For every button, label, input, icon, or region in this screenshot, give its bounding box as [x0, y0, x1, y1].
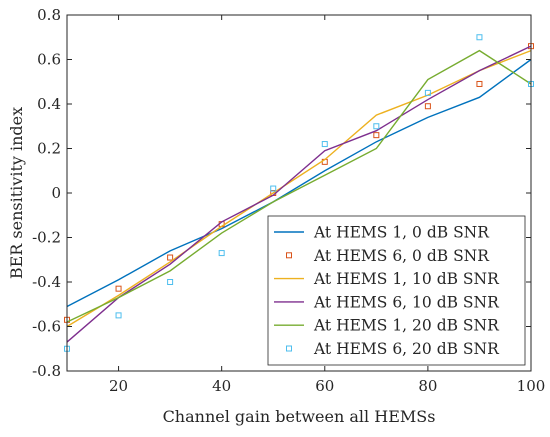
y-tick-label: 0.2 [37, 140, 61, 158]
y-tick-label: -0.2 [32, 229, 61, 247]
legend-item: At HEMS 6, 10 dB SNR [274, 293, 500, 311]
legend-label: At HEMS 6, 0 dB SNR [313, 247, 490, 265]
x-tick-label: 80 [418, 377, 437, 395]
series-4 [66, 45, 532, 343]
data-point [270, 185, 277, 192]
series-1 [66, 58, 532, 308]
series-3 [66, 49, 532, 328]
data-point [373, 132, 380, 139]
y-tick-label: 0.8 [37, 6, 61, 24]
y-tick-label: 0.6 [37, 51, 61, 69]
legend-item: At HEMS 6, 20 dB SNR [286, 340, 500, 358]
series-line [66, 49, 532, 323]
data-point [476, 80, 483, 87]
legend-label: At HEMS 1, 0 dB SNR [313, 224, 490, 242]
x-tick-label: 40 [212, 377, 231, 395]
legend-label: At HEMS 1, 20 dB SNR [313, 317, 500, 335]
legend-label: At HEMS 6, 10 dB SNR [313, 293, 500, 311]
y-tick-label: -0.8 [32, 362, 61, 380]
x-tick-label: 20 [109, 377, 128, 395]
data-point [115, 285, 122, 292]
x-tick-label: 100 [517, 377, 546, 395]
legend-box [267, 215, 526, 366]
series-line [66, 58, 532, 308]
data-point [167, 254, 174, 261]
legend-item: At HEMS 6, 0 dB SNR [286, 247, 490, 265]
data-point [167, 279, 174, 285]
y-tick-label: -0.4 [32, 273, 61, 291]
y-tick-label: 0.4 [37, 95, 61, 113]
series-5 [66, 49, 532, 323]
data-point [218, 250, 225, 257]
data-point [321, 141, 328, 148]
legend-item: At HEMS 1, 0 dB SNR [274, 224, 490, 242]
legend-marker-swatch [286, 252, 292, 259]
legend-marker-swatch [286, 345, 292, 352]
x-axis-label: Channel gain between all HEMSs [163, 407, 436, 426]
data-point [424, 103, 431, 110]
data-point [424, 89, 431, 96]
legend-label: At HEMS 1, 10 dB SNR [313, 270, 500, 288]
legend: At HEMS 1, 0 dB SNR At HEMS 6, 0 dB SNR At… [267, 215, 526, 366]
y-tick-label: -0.6 [32, 318, 61, 336]
y-axis-label: BER sensitivity index [7, 107, 26, 279]
data-point [115, 312, 122, 319]
legend-label: At HEMS 6, 20 dB SNR [313, 340, 500, 358]
data-point [373, 123, 380, 130]
legend-item: At HEMS 1, 20 dB SNR [274, 317, 500, 335]
data-point [476, 34, 483, 41]
ticks-layer: 20 40 60 80 100 -0.8 -0.6 -0.4 -0.2 0 0.2 0.4 0.6 0.8 [32, 6, 545, 395]
series-line [66, 45, 532, 343]
legend-item: At HEMS 1, 10 dB SNR [274, 270, 500, 288]
series-line [66, 49, 532, 328]
y-tick-label: 0 [51, 184, 61, 202]
series-layer [64, 34, 534, 352]
x-tick-label: 60 [315, 377, 334, 395]
